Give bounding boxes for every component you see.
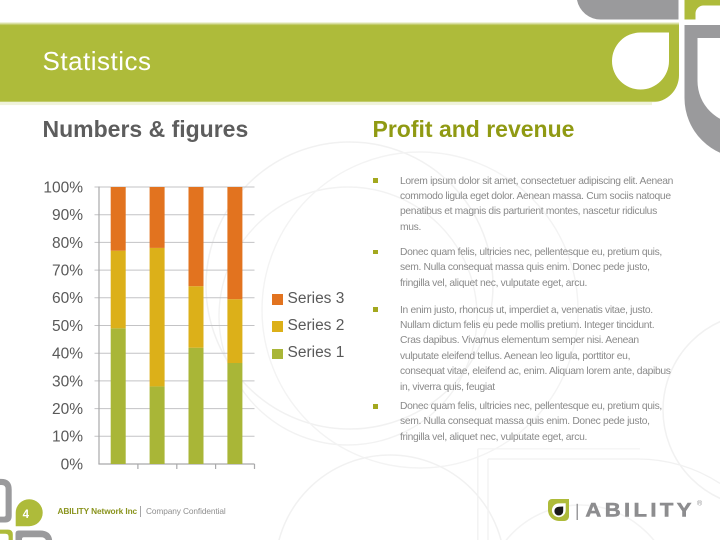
svg-text:0%: 0% xyxy=(61,456,84,473)
svg-text:4: 4 xyxy=(23,509,30,521)
svg-text:90%: 90% xyxy=(52,207,83,224)
svg-text:20%: 20% xyxy=(52,401,83,418)
svg-text:50%: 50% xyxy=(52,318,83,335)
svg-text:ABILITY: ABILITY xyxy=(585,499,694,521)
svg-text:80%: 80% xyxy=(52,235,83,252)
svg-text:60%: 60% xyxy=(52,290,83,307)
svg-text:30%: 30% xyxy=(52,373,83,390)
svg-text:70%: 70% xyxy=(52,263,83,280)
svg-text:40%: 40% xyxy=(52,346,83,363)
svg-text:100%: 100% xyxy=(43,179,83,196)
svg-text:®: ® xyxy=(697,500,703,508)
svg-text:10%: 10% xyxy=(52,429,83,446)
